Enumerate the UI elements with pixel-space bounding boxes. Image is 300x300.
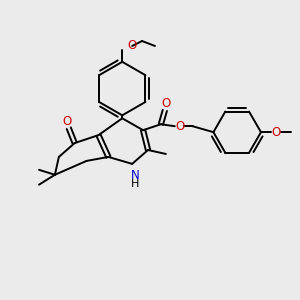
Text: N: N <box>131 169 140 182</box>
Text: O: O <box>62 115 71 128</box>
Text: O: O <box>175 120 184 133</box>
Text: O: O <box>161 97 170 110</box>
Text: O: O <box>271 126 280 139</box>
Text: H: H <box>131 179 139 189</box>
Text: O: O <box>127 40 136 52</box>
